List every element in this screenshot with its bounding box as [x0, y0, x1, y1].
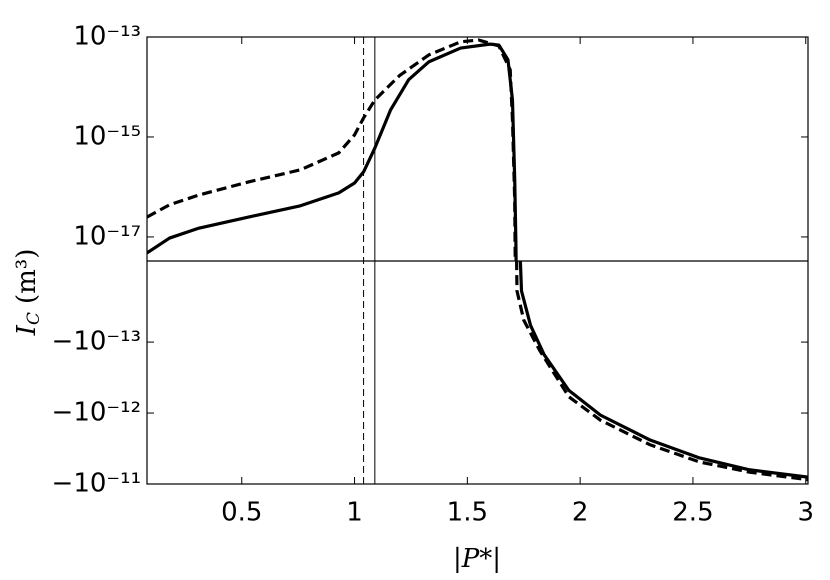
x-axis-label: |P*|: [453, 544, 501, 574]
x-tick-label: 1: [346, 498, 363, 528]
series-line: [147, 38, 517, 261]
x-tick-label: 2: [572, 498, 589, 528]
y-axis-label: IC (m³): [12, 249, 44, 337]
y-tick-label: 10⁻¹⁵: [73, 121, 141, 151]
y-label-symbol: I: [12, 324, 42, 336]
series-line: [515, 261, 808, 482]
x-tick-label: 0.5: [221, 498, 262, 528]
y-tick-label: −10⁻¹³: [52, 327, 141, 357]
series-line: [147, 42, 518, 261]
x-tick-label: 3: [797, 498, 814, 528]
y-tick-label: −10⁻¹²: [52, 398, 141, 428]
y-label-subscript: C: [24, 312, 44, 325]
y-tick-label: 10⁻¹⁷: [73, 221, 141, 251]
y-tick-label: −10⁻¹¹: [52, 469, 141, 499]
x-tick-label: 1.5: [447, 498, 488, 528]
series-line: [518, 261, 808, 479]
y-label-unit: (m³): [12, 249, 42, 304]
y-tick-label: 10⁻¹³: [73, 22, 141, 52]
x-tick-label: 2.5: [672, 498, 713, 528]
